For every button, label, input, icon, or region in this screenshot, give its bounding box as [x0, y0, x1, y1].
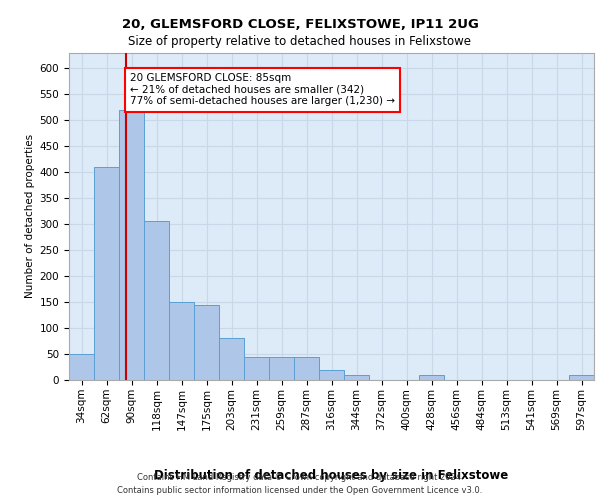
Bar [294, 356, 319, 380]
Text: Contains HM Land Registry data © Crown copyright and database right 2024.: Contains HM Land Registry data © Crown c… [137, 472, 463, 482]
Bar [69, 354, 94, 380]
Text: Contains public sector information licensed under the Open Government Licence v3: Contains public sector information licen… [118, 486, 482, 495]
X-axis label: Distribution of detached houses by size in Felixstowe: Distribution of detached houses by size … [154, 468, 509, 481]
Bar [244, 356, 269, 380]
Bar [269, 356, 294, 380]
Bar [344, 375, 369, 380]
Text: Size of property relative to detached houses in Felixstowe: Size of property relative to detached ho… [128, 35, 472, 48]
Text: 20 GLEMSFORD CLOSE: 85sqm
← 21% of detached houses are smaller (342)
77% of semi: 20 GLEMSFORD CLOSE: 85sqm ← 21% of detac… [130, 74, 395, 106]
Bar [94, 167, 119, 380]
Bar [169, 302, 194, 380]
Bar [219, 338, 244, 380]
Bar [569, 375, 594, 380]
Bar [194, 304, 219, 380]
Bar [419, 375, 444, 380]
Text: 20, GLEMSFORD CLOSE, FELIXSTOWE, IP11 2UG: 20, GLEMSFORD CLOSE, FELIXSTOWE, IP11 2U… [122, 18, 478, 30]
Bar [144, 222, 169, 380]
Bar [119, 110, 144, 380]
Bar [319, 370, 344, 380]
Y-axis label: Number of detached properties: Number of detached properties [25, 134, 35, 298]
